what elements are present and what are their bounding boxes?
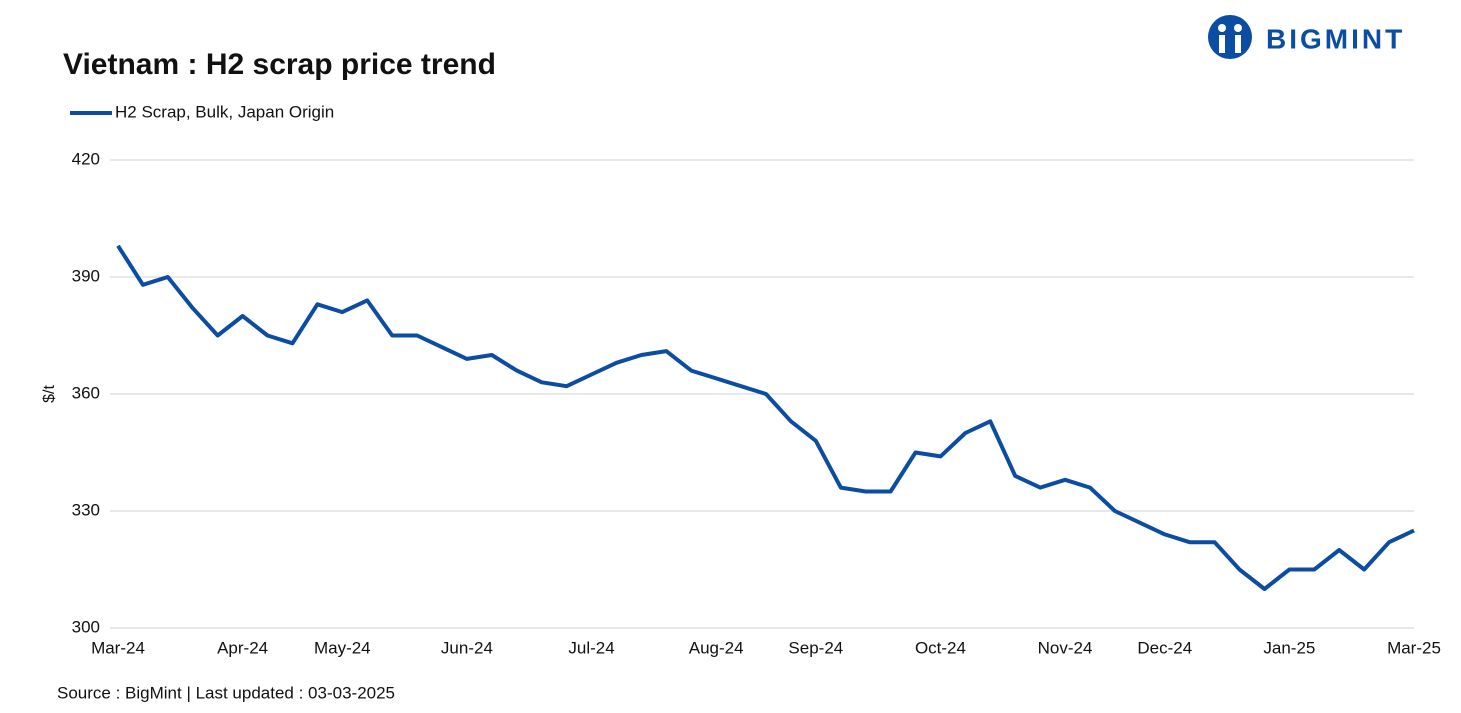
y-tick-label: 300 (72, 617, 100, 636)
y-tick-label: 360 (72, 383, 100, 402)
logo-icon-dot (1218, 24, 1226, 32)
x-tick-label: Jan-25 (1263, 638, 1315, 657)
x-tick-label: Aug-24 (689, 638, 744, 657)
series-line (116, 244, 1415, 591)
x-tick-label: Jun-24 (441, 638, 493, 657)
logo-icon-bar (1219, 35, 1225, 53)
logo-icon (1208, 15, 1252, 59)
brand: BIGMINT (1266, 23, 1405, 54)
y-tick-label: 420 (72, 149, 100, 168)
x-tick-label: Oct-24 (915, 638, 966, 657)
x-tick-label: Mar-25 (1387, 638, 1441, 657)
logo-icon-bar (1235, 35, 1241, 53)
x-tick-label: Mar-24 (91, 638, 145, 657)
x-tick-label: Apr-24 (217, 638, 268, 657)
x-tick-label: May-24 (314, 638, 371, 657)
source-note: Source : BigMint | Last updated : 03-03-… (57, 683, 395, 702)
y-tick-label: 390 (72, 266, 100, 285)
logo-icon-dot (1234, 24, 1242, 32)
logo: BIGMINT (1208, 15, 1405, 59)
y-tick-label: 330 (72, 500, 100, 519)
chart-title: Vietnam : H2 scrap price trend (63, 48, 496, 81)
x-tick-label: Sep-24 (788, 638, 843, 657)
x-tick-label: Jul-24 (568, 638, 614, 657)
x-tick-label: Dec-24 (1137, 638, 1192, 657)
legend-label: H2 Scrap, Bulk, Japan Origin (115, 102, 334, 121)
x-tick-label: Nov-24 (1038, 638, 1093, 657)
y-axis-label: $/t (41, 385, 58, 403)
